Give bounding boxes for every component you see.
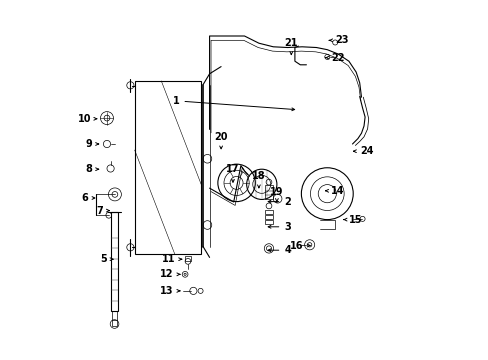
Bar xyxy=(265,210,272,214)
Text: 2: 2 xyxy=(267,197,290,207)
Text: 22: 22 xyxy=(325,53,344,63)
Bar xyxy=(110,212,118,311)
Text: 4: 4 xyxy=(267,245,290,255)
Text: 21: 21 xyxy=(284,38,298,54)
Text: 16: 16 xyxy=(289,240,309,251)
Text: 20: 20 xyxy=(214,132,227,149)
Bar xyxy=(134,81,201,254)
Text: 10: 10 xyxy=(78,114,97,124)
Text: 3: 3 xyxy=(267,222,290,232)
Text: 13: 13 xyxy=(160,286,180,296)
Bar xyxy=(265,220,272,224)
Bar xyxy=(265,185,272,199)
Text: 11: 11 xyxy=(162,254,181,264)
Text: 23: 23 xyxy=(328,35,348,45)
Text: 6: 6 xyxy=(81,193,95,203)
Text: 5: 5 xyxy=(100,254,113,264)
Text: 9: 9 xyxy=(85,139,98,149)
Text: 12: 12 xyxy=(160,269,180,279)
Text: 7: 7 xyxy=(96,206,109,216)
Bar xyxy=(265,215,272,219)
Text: 15: 15 xyxy=(343,215,362,225)
Text: 14: 14 xyxy=(325,186,344,196)
Text: 18: 18 xyxy=(252,171,265,188)
Text: 1: 1 xyxy=(172,96,294,111)
Text: 8: 8 xyxy=(85,164,98,174)
Text: 24: 24 xyxy=(353,146,373,156)
Bar xyxy=(185,256,190,261)
Text: 17: 17 xyxy=(226,164,239,182)
Text: 19: 19 xyxy=(269,186,283,202)
